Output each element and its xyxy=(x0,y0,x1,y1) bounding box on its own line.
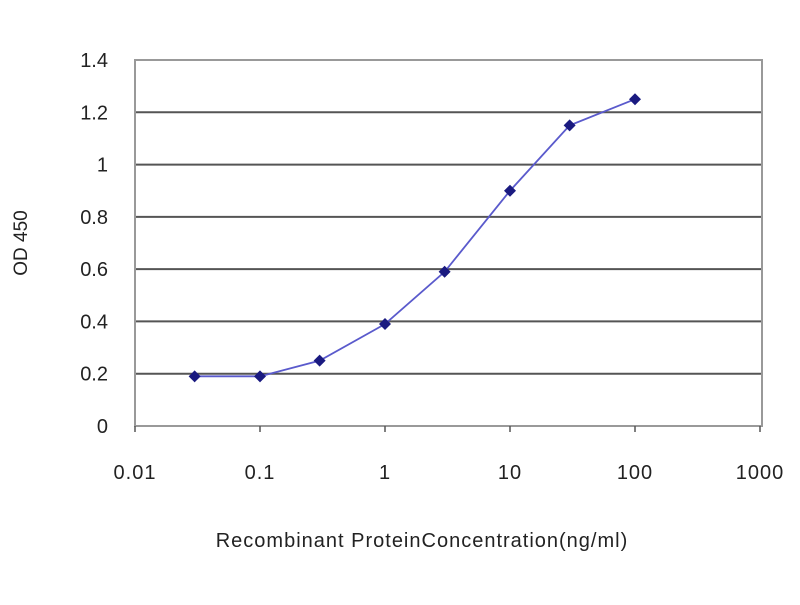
x-tick-labels: 0.01 0.1 1 10 100 1000 xyxy=(114,426,785,484)
data-point xyxy=(254,370,266,383)
x-tick-label: 10 xyxy=(498,462,522,484)
gridlines xyxy=(135,111,762,375)
data-point xyxy=(379,318,391,331)
x-tick-label: 0.1 xyxy=(245,462,276,484)
data-point xyxy=(504,184,516,197)
data-point xyxy=(563,119,576,132)
y-tick-label: 0.2 xyxy=(80,364,108,386)
x-tick-label: 0.01 xyxy=(114,462,157,484)
x-tick-label: 1000 xyxy=(736,462,785,484)
y-tick-label: 1 xyxy=(97,155,108,177)
data-point xyxy=(438,265,451,278)
series xyxy=(188,93,641,383)
y-tick-label: 0.6 xyxy=(80,259,108,281)
series-line xyxy=(194,98,636,378)
y-tick-label: 1.4 xyxy=(80,50,108,72)
x-tick-label: 1 xyxy=(379,462,391,484)
data-point xyxy=(629,93,641,106)
y-tick-label: 1.2 xyxy=(80,102,108,124)
data-point xyxy=(313,354,326,367)
y-tick-label: 0.4 xyxy=(80,311,108,333)
y-tick-label: 0 xyxy=(97,416,108,438)
y-tick-label: 0.8 xyxy=(80,207,108,229)
y-axis-label: OD 450 xyxy=(11,210,32,275)
x-axis-label: Recombinant ProteinConcentration(ng/ml) xyxy=(216,530,629,552)
plot-area xyxy=(134,59,763,427)
x-tick-label: 100 xyxy=(617,462,653,484)
y-tick-labels: 0 0.2 0.4 0.6 0.8 1 1.2 1.4 xyxy=(80,50,108,438)
data-point xyxy=(188,370,201,383)
